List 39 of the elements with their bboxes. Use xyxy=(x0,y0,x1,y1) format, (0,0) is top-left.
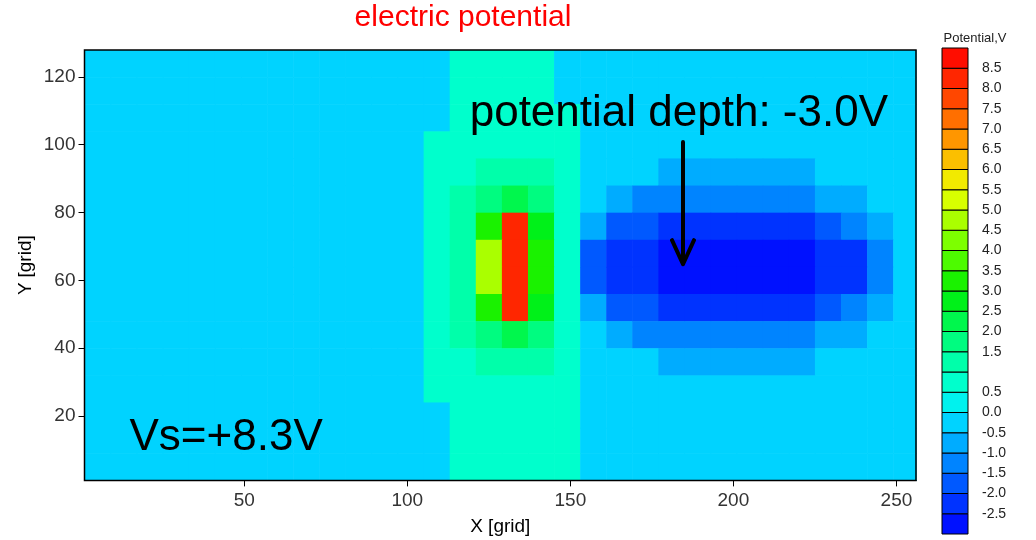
y-tick-label: 100 xyxy=(43,133,76,155)
y-tick-label: 40 xyxy=(54,336,76,358)
color-bar-title: Potential,V xyxy=(943,30,1007,46)
y-tick-label: 60 xyxy=(54,268,76,290)
color-bar-label: -2.0 xyxy=(982,484,1007,501)
color-bar-label: 2.5 xyxy=(982,302,1002,319)
color-bar-label: 0.0 xyxy=(982,403,1002,420)
color-bar-label: -0.5 xyxy=(982,423,1007,440)
color-bar-label: 2.0 xyxy=(982,322,1002,339)
color-bar-label: 8.5 xyxy=(982,59,1002,76)
y-axis-title: Y [grid] xyxy=(13,235,35,296)
x-axis-title: X [grid] xyxy=(470,514,531,536)
annotation: Vs=+8.3V xyxy=(129,410,324,460)
color-bar-label: 3.0 xyxy=(982,281,1002,298)
color-bar-label: 7.0 xyxy=(982,119,1002,136)
color-bar-label: 0.5 xyxy=(982,383,1002,400)
y-tick-label: 20 xyxy=(54,404,76,426)
color-bar-label: 6.5 xyxy=(982,140,1002,157)
color-bar-label: 5.0 xyxy=(982,200,1002,217)
color-bar-label: 4.5 xyxy=(982,221,1002,238)
color-bar-label: 6.0 xyxy=(982,160,1002,177)
color-bar-label: -1.0 xyxy=(982,443,1007,460)
color-bar-label: -2.5 xyxy=(982,504,1007,521)
chart-title: electric potential xyxy=(354,0,572,33)
x-tick-label: 100 xyxy=(391,489,424,511)
color-bar-label: 8.0 xyxy=(982,79,1002,96)
color-bar-label: 1.5 xyxy=(982,342,1002,359)
color-bar-label: 7.5 xyxy=(982,99,1002,116)
x-tick-label: 200 xyxy=(717,489,750,511)
color-bar-label: 5.5 xyxy=(982,180,1002,197)
y-tick-label: 120 xyxy=(43,65,76,87)
color-bar-label: 4.0 xyxy=(982,241,1002,258)
x-tick-label: 150 xyxy=(554,489,587,511)
color-bar-label: 3.5 xyxy=(982,261,1002,278)
color-bar-label: -1.5 xyxy=(982,464,1007,481)
x-tick-label: 250 xyxy=(880,489,913,511)
annotation: potential depth: -3.0V xyxy=(469,86,889,135)
x-tick-label: 50 xyxy=(233,489,255,511)
y-tick-label: 80 xyxy=(54,200,76,222)
